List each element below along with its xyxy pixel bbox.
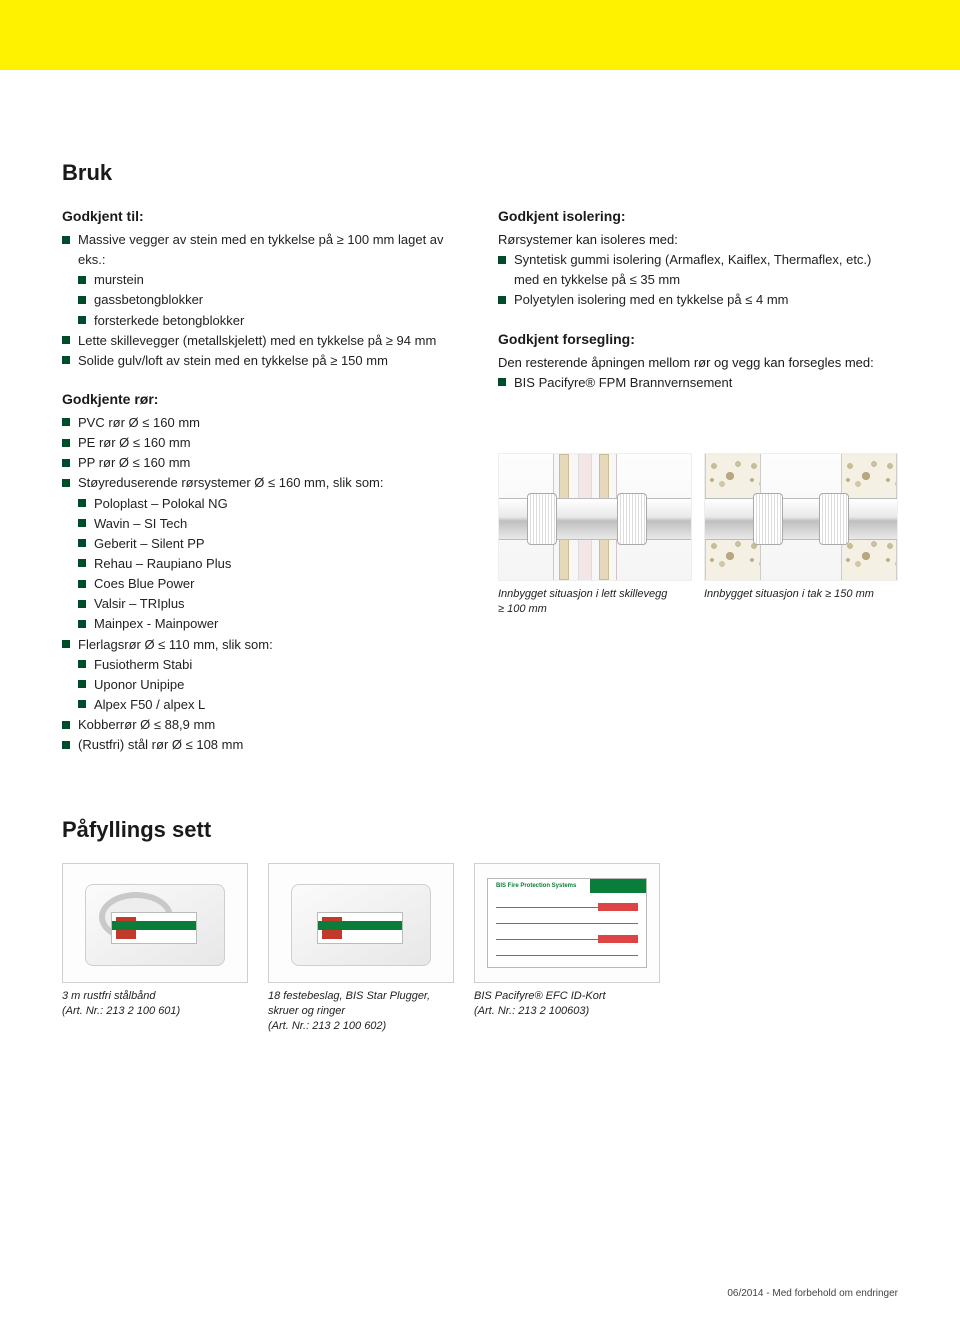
list-item: Geberit – Silent PP [62,534,452,554]
list-item: PP rør Ø ≤ 160 mm [62,453,452,473]
list-item: Valsir – TRIplus [62,594,452,614]
section-approved-pipes: Godkjente rør: PVC rør Ø ≤ 160 mm PE rør… [62,391,452,755]
list-item: Poloplast – Polokal NG [62,494,452,514]
list-item: Syntetisk gummi isolering (Armaflex, Kai… [498,250,898,290]
figure-2: Innbygget situasjon i tak ≥ 150 mm [704,453,898,617]
list-item: PE rør Ø ≤ 160 mm [62,433,452,453]
list-item: Wavin – SI Tech [62,514,452,534]
heading-refill: Påfyllings sett [62,817,898,843]
refill-image-1 [62,863,248,983]
refill-image-3: BIS Fire Protection Systems [474,863,660,983]
list-item: Rehau – Raupiano Plus [62,554,452,574]
list-item: Flerlagsrør Ø ≤ 110 mm, slik som: [62,635,452,655]
list-item: Kobberrør Ø ≤ 88,9 mm [62,715,452,735]
list-item: murstein [62,270,452,290]
heading-insulation: Godkjent isolering: [498,208,898,224]
figure-1-caption: Innbygget situasjon i lett skillevegg ≥ … [498,587,692,617]
list-item: Støyreduserende rørsystemer Ø ≤ 160 mm, … [62,473,452,493]
column-right: Godkjent isolering: Rørsystemer kan isol… [498,208,898,775]
top-banner [0,0,960,70]
list-item: Lette skillevegger (metallskjelett) med … [62,331,452,351]
list-item: gassbetongblokker [62,290,452,310]
list-item: Solide gulv/loft av stein med en tykkels… [62,351,452,371]
list-item: Uponor Unipipe [62,675,452,695]
text-sealing-lead: Den resterende åpningen mellom rør og ve… [498,353,898,373]
column-left: Godkjent til: Massive vegger av stein me… [62,208,452,775]
figure-2-image [704,453,898,581]
section-approved-for: Godkjent til: Massive vegger av stein me… [62,208,452,371]
heading-sealing: Godkjent forsegling: [498,331,898,347]
list-item: BIS Pacifyre® FPM Brannvernsement [498,373,898,393]
list-item: Mainpex - Mainpower [62,614,452,634]
list-item: Polyetylen isolering med en tykkelse på … [498,290,898,310]
section-insulation: Godkjent isolering: Rørsystemer kan isol… [498,208,898,311]
list-item: forsterkede betongblokker [62,311,452,331]
list-item: PVC rør Ø ≤ 160 mm [62,413,452,433]
footer-text: 06/2014 - Med forbehold om endringer [727,1288,898,1299]
refill-caption-3: BIS Pacifyre® EFC ID-Kort (Art. Nr.: 213… [474,989,660,1019]
refill-caption-2: 18 festebeslag, BIS Star Plugger, skruer… [268,989,454,1034]
figure-2-caption: Innbygget situasjon i tak ≥ 150 mm [704,587,898,602]
refill-item-3: BIS Fire Protection Systems BIS Pacifyre… [474,863,660,1034]
list-item: Massive vegger av stein med en tykkelse … [62,230,452,270]
section-sealing: Godkjent forsegling: Den resterende åpni… [498,331,898,393]
refill-item-2: 18 festebeslag, BIS Star Plugger, skruer… [268,863,454,1034]
figure-row: Innbygget situasjon i lett skillevegg ≥ … [498,453,898,617]
refill-image-2 [268,863,454,983]
refill-row: 3 m rustfri stålbånd (Art. Nr.: 213 2 10… [62,863,898,1034]
list-item: Alpex F50 / alpex L [62,695,452,715]
heading-approved-for: Godkjent til: [62,208,452,224]
list-item: Coes Blue Power [62,574,452,594]
heading-main: Bruk [62,160,898,186]
text-insulation-lead: Rørsystemer kan isoleres med: [498,230,898,250]
list-item: (Rustfri) stål rør Ø ≤ 108 mm [62,735,452,755]
refill-caption-1: 3 m rustfri stålbånd (Art. Nr.: 213 2 10… [62,989,248,1019]
refill-item-1: 3 m rustfri stålbånd (Art. Nr.: 213 2 10… [62,863,248,1034]
figure-1-image [498,453,692,581]
figure-1: Innbygget situasjon i lett skillevegg ≥ … [498,453,692,617]
list-item: Fusiotherm Stabi [62,655,452,675]
heading-approved-pipes: Godkjente rør: [62,391,452,407]
page-content: Bruk Godkjent til: Massive vegger av ste… [0,70,960,1034]
